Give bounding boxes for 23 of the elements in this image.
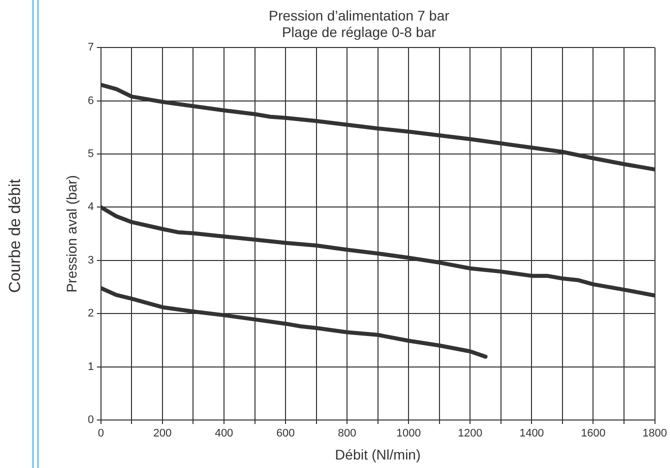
x-tick-label: 1600 <box>580 428 606 440</box>
y-tick-label: 7 <box>88 42 94 54</box>
x-tick-label: 1400 <box>519 428 544 440</box>
chart-title: Pression d’alimentation 7 bar <box>268 7 450 24</box>
y-tick-label: 1 <box>88 360 94 373</box>
x-tick-label: 600 <box>276 428 295 440</box>
x-axis-title: Débit (Nl/min) <box>335 446 421 462</box>
x-tick-label: 1000 <box>396 428 421 440</box>
x-tick-label: 1800 <box>642 428 668 440</box>
x-tick-label: 800 <box>338 428 356 440</box>
y-tick-label: 0 <box>88 414 94 426</box>
x-tick-label: 0 <box>98 428 104 440</box>
x-tick-label: 200 <box>153 428 172 440</box>
y-tick-label: 6 <box>88 94 94 107</box>
y-tick-label: 4 <box>88 201 94 214</box>
y-tick-label: 2 <box>88 308 94 320</box>
text: Courbe de débit <box>7 179 25 293</box>
x-tick-label: 400 <box>214 428 234 440</box>
y-tick-label: 3 <box>88 254 94 266</box>
x-tick-label: 1200 <box>458 428 482 440</box>
chart-subtitle: Plage de réglage 0-8 bar <box>282 24 436 40</box>
y-tick-label: 5 <box>88 148 94 160</box>
y-axis-title: Pression aval (bar) <box>63 175 80 293</box>
